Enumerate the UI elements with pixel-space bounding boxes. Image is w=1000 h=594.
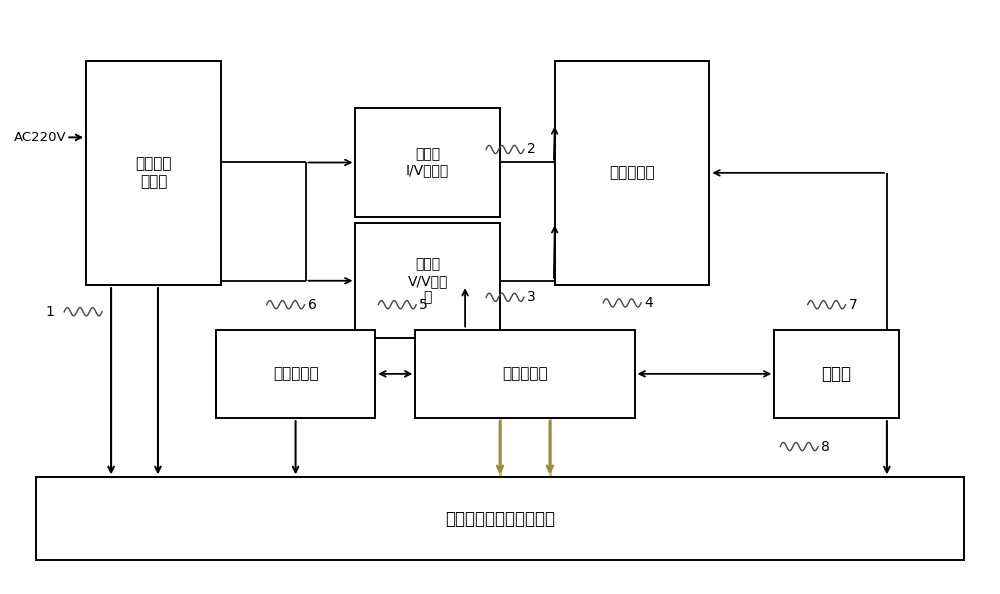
Text: 1: 1	[45, 305, 54, 319]
Text: AC220V: AC220V	[14, 131, 67, 144]
Text: 2: 2	[527, 143, 536, 156]
Text: 脉冲检测器: 脉冲检测器	[273, 366, 318, 381]
Bar	[355, 108, 500, 217]
Text: 3: 3	[527, 290, 536, 304]
Text: 4: 4	[644, 296, 653, 310]
Text: 报文控制器: 报文控制器	[502, 366, 548, 381]
Text: 上位机: 上位机	[822, 365, 852, 383]
Text: 7: 7	[849, 298, 857, 312]
Text: 8: 8	[821, 440, 830, 454]
Text: 被检电子式互感器校验仪: 被检电子式互感器校验仪	[445, 510, 555, 527]
Bar	[774, 330, 899, 418]
Text: 高精度
V/V转换
器: 高精度 V/V转换 器	[408, 258, 448, 304]
Bar	[86, 61, 221, 285]
Bar	[36, 478, 964, 560]
Bar	[216, 330, 375, 418]
Text: 6: 6	[308, 298, 316, 312]
Bar	[355, 223, 500, 339]
Bar	[415, 330, 635, 418]
Bar	[555, 61, 709, 285]
Text: 可控模拟
信号器: 可控模拟 信号器	[135, 157, 172, 189]
Text: 数字多用表: 数字多用表	[609, 165, 655, 181]
Text: 高精度
I/V转换器: 高精度 I/V转换器	[406, 147, 449, 178]
Text: 5: 5	[419, 298, 428, 312]
